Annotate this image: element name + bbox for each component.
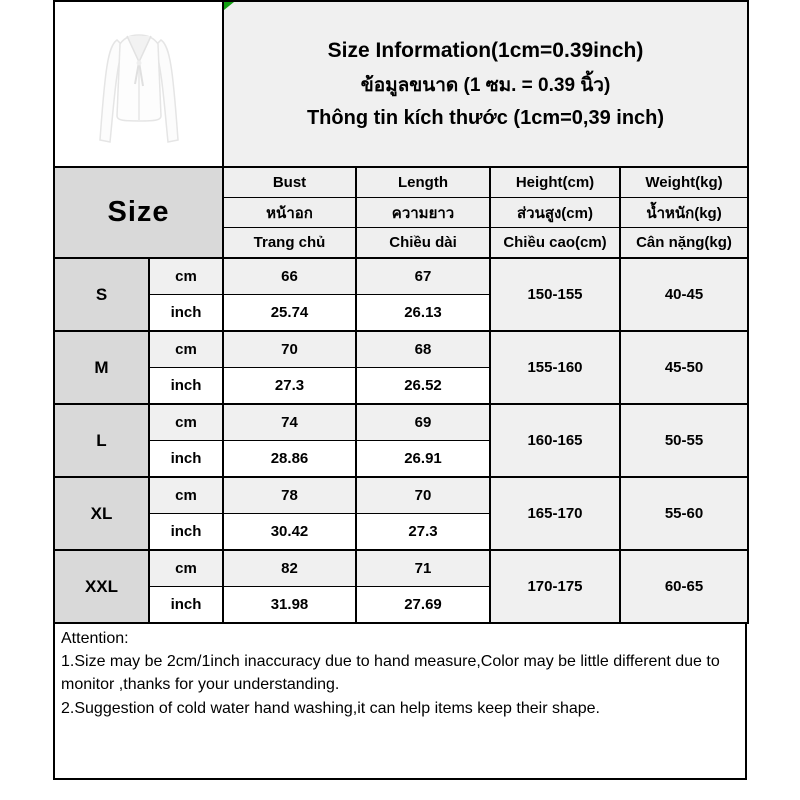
unit-label-cm: cm — [148, 403, 224, 441]
height-value: 170-175 — [489, 549, 621, 624]
size-chart-sheet: Size Information(1cm=0.39inch) ข้อมูลขนา… — [53, 0, 750, 780]
cell-corner-marker-icon — [225, 3, 234, 10]
length-cm-value: 69 — [355, 403, 491, 441]
header-height-th: ส่วนสูง(cm) — [489, 197, 621, 228]
row-m-inch: inch 27.3 26.52 — [54, 367, 748, 405]
bust-inch-value: 28.86 — [222, 440, 357, 478]
size-column-header: Size — [53, 166, 224, 259]
row-xl-inch: inch 30.42 27.3 — [54, 513, 748, 551]
size-info-title-vi: Thông tin kích thước (1cm=0,39 inch) — [306, 106, 665, 129]
header-length-en: Length — [355, 166, 491, 198]
bust-cm-value: 74 — [222, 403, 357, 441]
unit-label-inch: inch — [148, 367, 224, 405]
weight-value: 45-50 — [618, 330, 750, 405]
length-cm-value: 68 — [355, 330, 491, 368]
row-l-inch: inch 28.86 26.91 — [54, 440, 748, 478]
height-value: 165-170 — [489, 476, 621, 551]
attention-line-2: 2.Suggestion of cold water hand washing,… — [61, 699, 600, 717]
unit-label-cm: cm — [148, 330, 224, 368]
length-inch-value: 26.52 — [355, 367, 491, 405]
length-inch-value: 26.91 — [355, 440, 491, 478]
length-inch-value: 26.13 — [355, 294, 491, 332]
bust-cm-value: 70 — [222, 330, 357, 368]
header-length-vi: Chiều dài — [355, 227, 491, 259]
weight-value: 50-55 — [618, 403, 750, 478]
unit-label-inch: inch — [148, 440, 224, 478]
row-xxl-cm: XXL cm 82 71 170-175 60-65 — [53, 549, 750, 624]
size-cell: L — [53, 403, 150, 478]
size-table: Size Information(1cm=0.39inch) ข้อมูลขนา… — [53, 0, 750, 624]
unit-label-cm: cm — [148, 476, 224, 514]
product-image-cell — [53, 0, 224, 168]
height-value: 160-165 — [489, 403, 621, 478]
unit-label-cm: cm — [148, 257, 224, 295]
bust-inch-value: 27.3 — [222, 367, 357, 405]
bust-inch-value: 25.74 — [222, 294, 357, 332]
size-cell: S — [53, 257, 150, 332]
size-cell: XL — [53, 476, 150, 551]
weight-value: 55-60 — [618, 476, 750, 551]
row-l-cm: L cm 74 69 160-165 50-55 — [53, 403, 750, 478]
length-cm-value: 70 — [355, 476, 491, 514]
row-s-inch: inch 25.74 26.13 — [54, 294, 748, 332]
length-inch-value: 27.3 — [355, 513, 491, 551]
attention-heading: Attention: — [61, 630, 129, 647]
header-length-th: ความยาว — [355, 197, 491, 228]
header-row-th: หน้าอก ความยาว ส่วนสูง(cm) น้ำหนัก(kg) — [54, 197, 750, 228]
bust-cm-value: 66 — [222, 257, 357, 295]
header-bust-th: หน้าอก — [222, 197, 357, 228]
unit-label-inch: inch — [148, 513, 224, 551]
bust-cm-value: 78 — [222, 476, 357, 514]
length-inch-value: 27.69 — [355, 586, 491, 624]
length-cm-value: 67 — [355, 257, 491, 295]
height-value: 155-160 — [489, 330, 621, 405]
unit-label-cm: cm — [148, 549, 224, 587]
header-weight-vi: Cân nặng(kg) — [618, 227, 750, 259]
weight-value: 60-65 — [618, 549, 750, 624]
row-xl-cm: XL cm 78 70 165-170 55-60 — [53, 476, 750, 551]
header-height-vi: Chiều cao(cm) — [489, 227, 621, 259]
bust-cm-value: 82 — [222, 549, 357, 587]
attention-note-box: Attention: 1.Size may be 2cm/1inch inacc… — [53, 624, 747, 780]
unit-label-inch: inch — [148, 294, 224, 332]
bust-inch-value: 30.42 — [222, 513, 357, 551]
row-s-cm: S cm 66 67 150-155 40-45 — [53, 257, 750, 332]
product-photo-cardigan — [98, 34, 179, 143]
size-cell: M — [53, 330, 150, 405]
size-cell: XXL — [53, 549, 150, 624]
unit-label-inch: inch — [148, 586, 224, 624]
bust-inch-value: 31.98 — [222, 586, 357, 624]
header-bust-vi: Trang chủ — [222, 227, 357, 259]
size-info-title-en: Size Information(1cm=0.39inch) — [327, 38, 644, 62]
header-row-en: Size Bust Length Height(cm) Weight(kg) — [53, 166, 750, 259]
header-weight-th: น้ำหนัก(kg) — [618, 197, 750, 228]
size-info-title-th: ข้อมูลขนาด (1 ซม. = 0.39 นิ้ว) — [360, 74, 611, 96]
header-height-en: Height(cm) — [489, 166, 621, 198]
attention-line-1: 1.Size may be 2cm/1inch inaccuracy due t… — [61, 653, 720, 694]
title-cell: Size Information(1cm=0.39inch) ข้อมูลขนา… — [221, 0, 750, 168]
length-cm-value: 71 — [355, 549, 491, 587]
height-value: 150-155 — [489, 257, 621, 332]
title-row: Size Information(1cm=0.39inch) ข้อมูลขนา… — [53, 0, 750, 168]
header-bust-en: Bust — [222, 166, 357, 198]
weight-value: 40-45 — [618, 257, 750, 332]
header-weight-en: Weight(kg) — [618, 166, 750, 198]
row-m-cm: M cm 70 68 155-160 45-50 — [53, 330, 750, 405]
row-xxl-inch: inch 31.98 27.69 — [54, 586, 748, 624]
